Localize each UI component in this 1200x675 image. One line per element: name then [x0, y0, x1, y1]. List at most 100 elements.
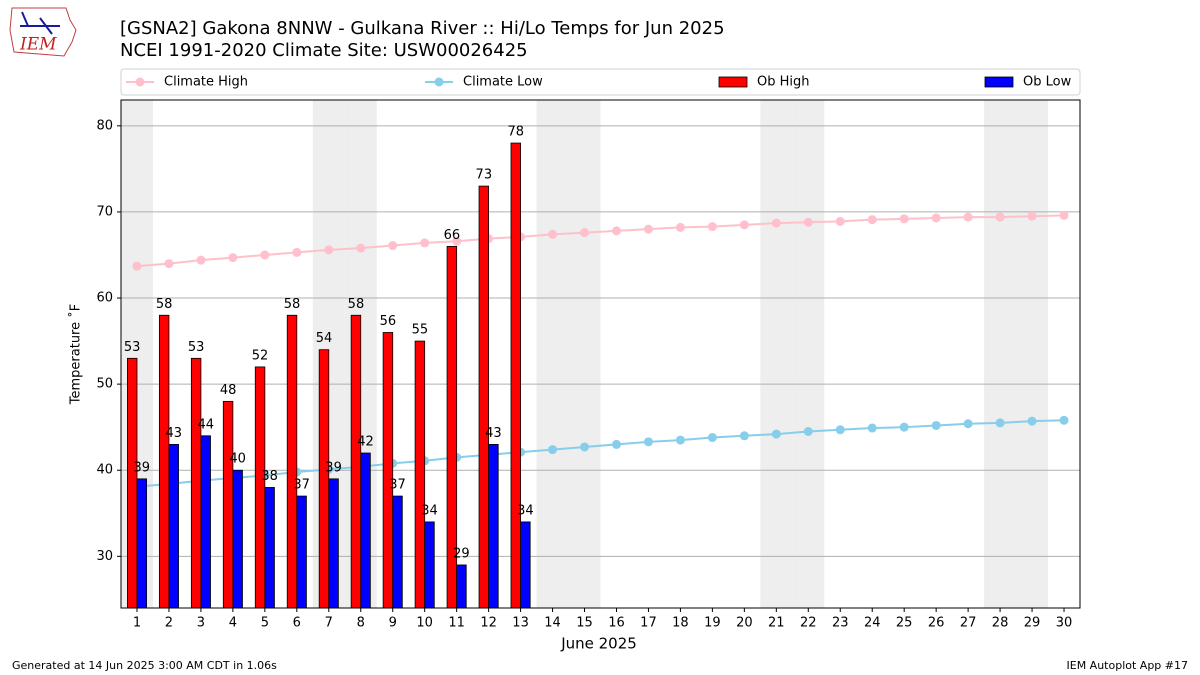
x-tick-label: 3	[197, 616, 205, 631]
point	[132, 261, 142, 271]
point	[643, 224, 653, 234]
point	[771, 218, 781, 228]
point	[675, 222, 685, 232]
bar-label: 53	[188, 340, 205, 355]
bar	[414, 340, 426, 609]
point	[643, 437, 653, 447]
point	[899, 422, 909, 432]
bar-label: 54	[316, 331, 333, 346]
bar-label: 40	[229, 452, 246, 467]
point	[931, 213, 941, 223]
bar-label: 37	[389, 478, 406, 493]
bar-label: 39	[325, 460, 342, 475]
point	[260, 250, 270, 260]
point	[835, 216, 845, 226]
point	[196, 255, 206, 265]
point	[356, 243, 366, 253]
bar	[382, 332, 394, 609]
x-tick-label: 8	[357, 616, 365, 631]
bar-label: 39	[134, 460, 151, 475]
y-tick-label: 30	[96, 549, 113, 564]
point	[995, 212, 1005, 222]
bar-label: 53	[124, 340, 141, 355]
bar	[328, 478, 339, 609]
y-tick-label: 80	[96, 118, 113, 133]
point	[707, 433, 717, 443]
x-tick-label: 19	[704, 616, 721, 631]
x-tick-label: 1	[133, 616, 141, 631]
legend-marker	[434, 77, 444, 87]
y-axis-label: Temperature ˚F	[68, 304, 84, 405]
point	[580, 228, 590, 238]
bar	[136, 478, 147, 609]
footer-left: Generated at 14 Jun 2025 3:00 AM CDT in …	[12, 659, 277, 672]
bar	[264, 487, 275, 609]
bar	[190, 357, 202, 609]
x-tick-label: 20	[736, 616, 753, 631]
y-tick-label: 70	[96, 204, 113, 219]
weekend-shade	[536, 100, 569, 608]
bar-label: 42	[357, 435, 374, 450]
x-tick-label: 12	[480, 616, 497, 631]
point	[324, 245, 334, 255]
bar-label: 73	[476, 168, 493, 183]
point	[611, 439, 621, 449]
point	[548, 445, 558, 455]
point	[675, 435, 685, 445]
x-tick-label: 22	[800, 616, 817, 631]
point	[867, 423, 877, 433]
point	[452, 236, 462, 246]
bar	[232, 469, 243, 609]
legend-label: Climate Low	[463, 75, 543, 90]
y-tick-label: 50	[96, 377, 113, 392]
bar-label: 43	[165, 426, 182, 441]
x-tick-label: 6	[293, 616, 301, 631]
bar	[158, 314, 170, 609]
point	[548, 229, 558, 239]
bar-label: 48	[220, 383, 237, 398]
chart-title: [GSNA2] Gakona 8NNW - Gulkana River :: H…	[120, 18, 725, 39]
bar-label: 58	[284, 297, 301, 312]
bar	[318, 349, 330, 609]
x-tick-label: 9	[389, 616, 397, 631]
bar-label: 52	[252, 348, 269, 363]
x-tick-label: 7	[325, 616, 333, 631]
point	[1027, 416, 1037, 426]
legend-label: Ob Low	[1023, 75, 1072, 90]
bar-label: 37	[293, 478, 310, 493]
bar	[456, 564, 467, 609]
weekend-shade	[568, 100, 601, 608]
bar	[350, 314, 362, 609]
chart-subtitle: NCEI 1991-2020 Climate Site: USW00026425	[120, 40, 528, 61]
point	[803, 217, 813, 227]
x-tick-label: 18	[672, 616, 689, 631]
bar-label: 58	[156, 297, 173, 312]
x-tick-label: 14	[544, 616, 561, 631]
logo-text: IEM	[19, 35, 57, 55]
point	[1027, 211, 1037, 221]
x-tick-label: 10	[416, 616, 433, 631]
point	[739, 431, 749, 441]
point	[1059, 415, 1069, 425]
bar	[296, 495, 307, 609]
point	[292, 247, 302, 257]
x-tick-label: 11	[448, 616, 465, 631]
line	[136, 214, 1065, 268]
bar	[222, 400, 234, 609]
point	[739, 220, 749, 230]
logo: IEM	[9, 7, 77, 57]
point	[707, 222, 717, 232]
weekend-shade	[1016, 100, 1049, 608]
legend-swatch	[718, 76, 748, 88]
footer-right: IEM Autoplot App #17	[1067, 659, 1189, 672]
bar	[200, 435, 211, 609]
bar-label: 55	[412, 323, 429, 338]
x-tick-label: 25	[896, 616, 913, 631]
bar	[392, 495, 403, 609]
x-tick-label: 27	[960, 616, 977, 631]
legend-swatch	[984, 76, 1014, 88]
point	[995, 418, 1005, 428]
x-axis-label: June 2025	[560, 635, 637, 653]
legend-label: Ob High	[757, 75, 810, 90]
